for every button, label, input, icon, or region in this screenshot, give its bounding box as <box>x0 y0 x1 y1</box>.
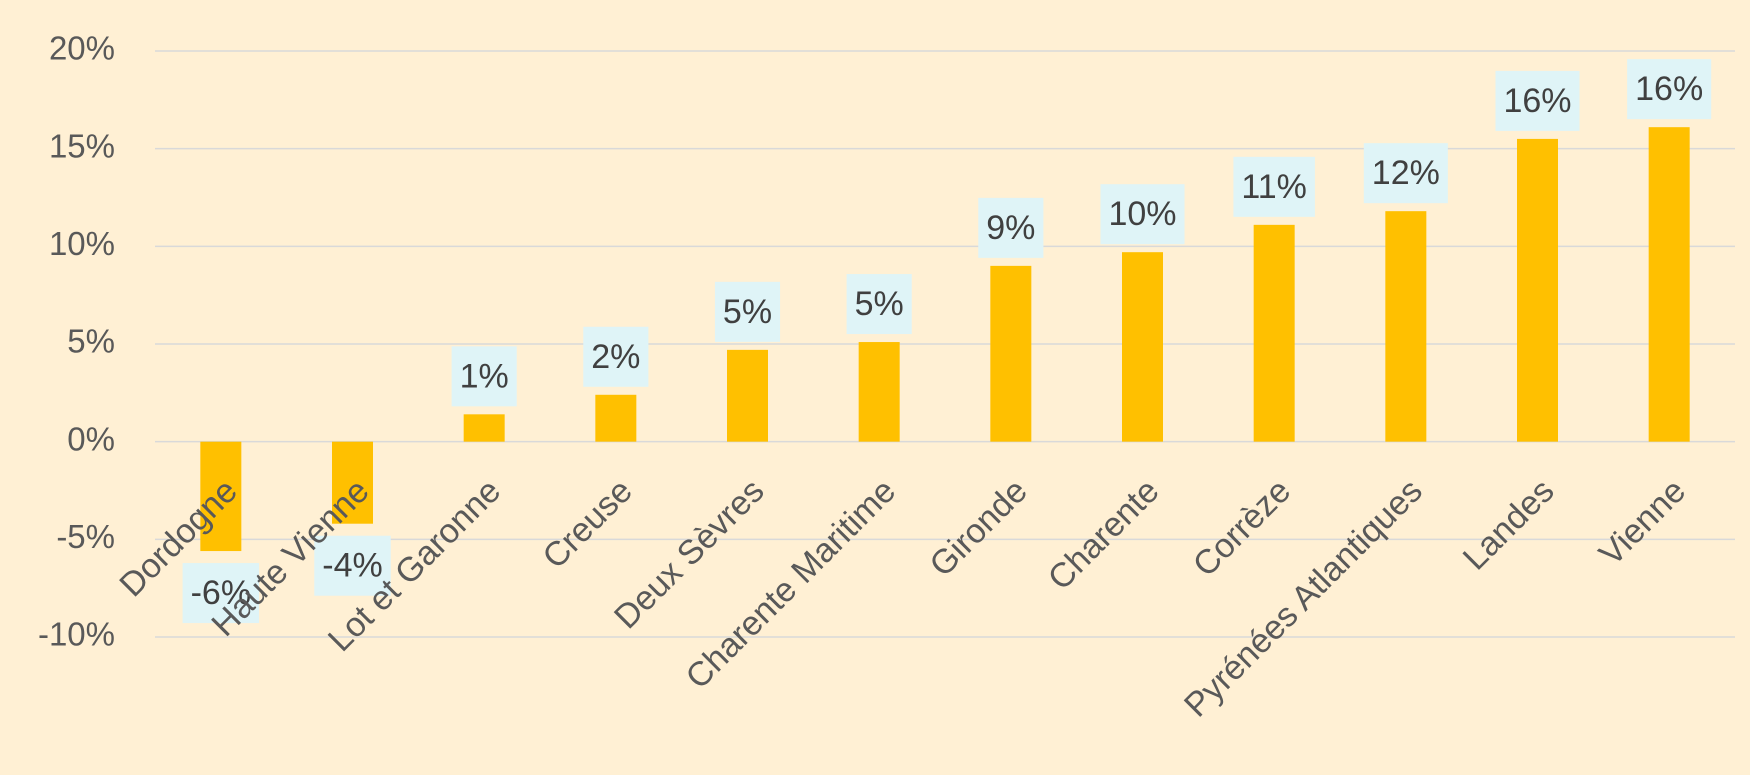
bar <box>1385 211 1427 442</box>
y-tick-label: 20% <box>49 30 115 67</box>
bar <box>858 342 900 442</box>
value-label-box <box>846 274 912 335</box>
value-label-box <box>182 563 260 624</box>
value-label: 16% <box>1635 70 1703 108</box>
value-label: -6% <box>191 574 251 612</box>
value-label-box <box>1495 70 1580 131</box>
bar <box>990 265 1032 442</box>
bar <box>1517 138 1558 442</box>
value-label-box <box>714 281 781 342</box>
value-label-box <box>314 535 391 596</box>
value-label-box <box>1100 184 1185 245</box>
value-label: 11% <box>1241 168 1307 206</box>
value-label: 12% <box>1372 154 1440 192</box>
value-label-box <box>1363 143 1448 204</box>
value-label: 16% <box>1503 82 1571 120</box>
y-tick-label: 0% <box>67 420 115 457</box>
bar <box>1122 252 1163 442</box>
y-tick-label: 15% <box>49 127 115 164</box>
value-label-box <box>451 346 517 407</box>
value-label: -4% <box>322 547 382 585</box>
value-label: 2% <box>591 338 640 376</box>
bar <box>332 441 373 524</box>
value-label-box <box>583 326 649 387</box>
bar <box>1253 224 1295 442</box>
value-label-box <box>978 197 1044 258</box>
value-label-box <box>1233 156 1315 217</box>
y-tick-label: 5% <box>67 323 115 360</box>
y-tick-label: -5% <box>56 518 115 555</box>
bar <box>595 394 637 442</box>
value-label: 5% <box>855 285 904 323</box>
bar <box>1648 127 1690 442</box>
value-label: 10% <box>1108 195 1176 233</box>
value-label: 9% <box>986 209 1035 247</box>
value-label: 1% <box>460 357 509 395</box>
value-label-box <box>1627 59 1712 120</box>
bar <box>463 414 505 442</box>
y-tick-label: -10% <box>38 616 115 653</box>
value-label: 5% <box>723 293 772 331</box>
bar <box>200 441 242 552</box>
y-tick-label: 10% <box>49 225 115 262</box>
bar <box>727 349 768 442</box>
